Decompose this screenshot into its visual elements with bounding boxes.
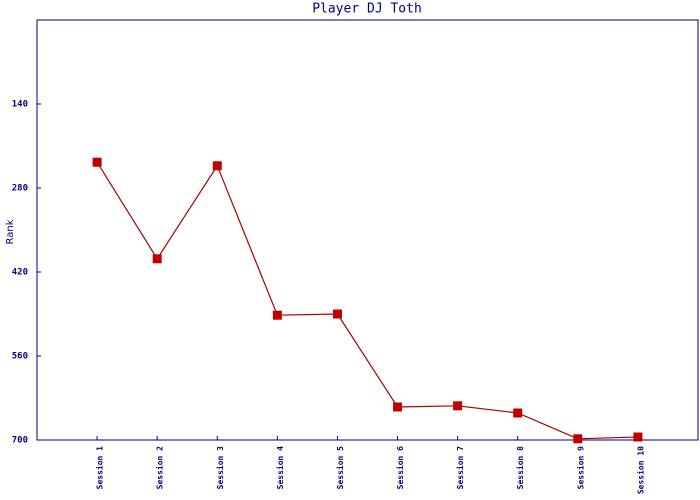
- x-tick-label: Session 7: [455, 446, 465, 490]
- x-tick-label: Session 9: [575, 446, 585, 490]
- x-tick-label: Session 3: [215, 446, 225, 490]
- chart-title: Player DJ Toth: [312, 2, 422, 17]
- data-point: [573, 434, 583, 444]
- x-tick-label: Session 8: [515, 446, 525, 490]
- data-point: [212, 161, 222, 171]
- y-tick-label: 140: [12, 100, 28, 110]
- data-point: [152, 254, 162, 264]
- data-point: [453, 401, 463, 411]
- y-tick-label: 280: [12, 184, 28, 194]
- data-point: [513, 408, 523, 418]
- data-point: [633, 432, 643, 442]
- data-point: [393, 402, 403, 412]
- x-tick-label: Session 10: [635, 446, 645, 494]
- x-tick-label: Session 4: [275, 446, 285, 490]
- y-tick-label: 560: [12, 352, 28, 362]
- data-point: [272, 310, 282, 320]
- plot-frame: [36, 19, 699, 441]
- series-line: [96, 161, 638, 440]
- x-tick-label: Session 1: [95, 446, 105, 490]
- data-point: [332, 309, 342, 319]
- y-axis-label: Rank: [5, 219, 16, 244]
- x-tick-label: Session 5: [335, 446, 345, 490]
- y-tick-label: 420: [12, 268, 28, 278]
- data-point: [92, 157, 102, 167]
- x-tick-label: Session 2: [155, 446, 165, 490]
- y-tick-label: 700: [12, 436, 28, 446]
- x-tick-label: Session 6: [395, 446, 405, 490]
